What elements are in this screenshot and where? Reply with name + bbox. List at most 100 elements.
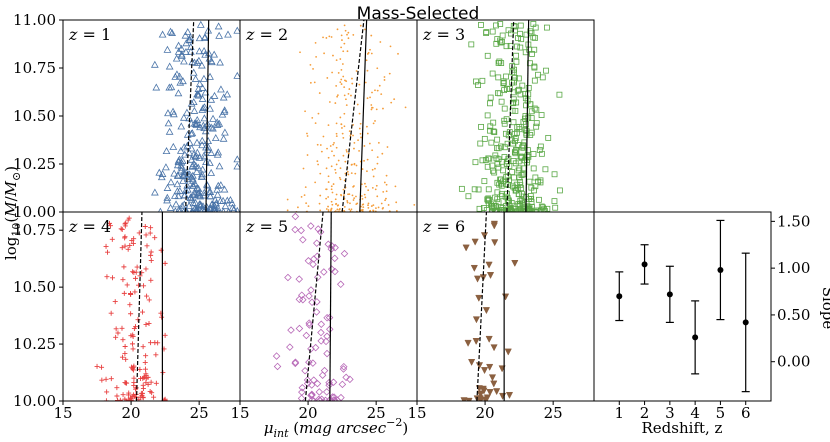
data-point xyxy=(337,393,345,401)
points-z3 xyxy=(458,20,563,212)
points-z1 xyxy=(150,20,240,212)
data-point xyxy=(480,205,487,211)
data-point xyxy=(177,163,186,171)
data-point xyxy=(303,376,312,384)
data-point xyxy=(220,107,229,115)
data-point xyxy=(144,243,150,249)
data-point xyxy=(465,397,473,401)
data-point xyxy=(364,182,366,185)
data-point xyxy=(146,321,152,327)
redshift-tick-label: 6 xyxy=(741,404,751,422)
data-point xyxy=(485,186,492,193)
data-point xyxy=(339,365,348,373)
data-point xyxy=(327,265,336,273)
data-point xyxy=(385,183,388,186)
data-point xyxy=(143,353,149,359)
data-point xyxy=(352,123,355,126)
data-point xyxy=(510,119,517,126)
data-point xyxy=(114,385,120,391)
data-point xyxy=(191,74,200,82)
data-point xyxy=(374,167,376,170)
data-point xyxy=(339,167,342,170)
data-point xyxy=(482,307,491,315)
panel-z6: z = 6 15 20 25 xyxy=(407,211,595,422)
data-point xyxy=(376,156,379,159)
data-point xyxy=(319,144,322,146)
data-point xyxy=(94,363,100,369)
data-point xyxy=(328,35,331,38)
data-point xyxy=(204,49,213,57)
data-point xyxy=(530,165,537,172)
data-point xyxy=(150,60,159,68)
data-point xyxy=(176,78,185,86)
data-point xyxy=(299,295,307,304)
data-point xyxy=(164,119,173,127)
data-point xyxy=(110,275,116,281)
data-point xyxy=(536,196,542,203)
panel-z-label: z = 2 xyxy=(245,25,288,44)
data-point xyxy=(104,274,110,280)
data-point xyxy=(476,390,485,398)
data-point xyxy=(216,58,224,66)
data-point xyxy=(305,358,313,366)
data-point xyxy=(163,45,172,53)
x-tick-label: 20 xyxy=(299,404,318,422)
data-point xyxy=(530,151,537,157)
data-point xyxy=(143,366,149,372)
data-point xyxy=(167,178,175,186)
data-point xyxy=(340,193,342,196)
y-tick-label: 10.00 xyxy=(13,203,56,221)
data-point xyxy=(165,62,174,70)
data-point xyxy=(341,39,343,41)
data-point xyxy=(483,207,490,212)
data-point xyxy=(346,170,349,173)
data-point xyxy=(108,310,114,316)
data-point xyxy=(316,143,319,146)
data-point xyxy=(366,69,369,72)
data-point xyxy=(318,202,321,205)
data-point xyxy=(481,178,488,185)
data-point xyxy=(121,290,127,296)
data-point xyxy=(527,193,534,199)
panel-z2: z = 2 xyxy=(239,19,418,213)
data-point xyxy=(511,259,519,267)
data-point xyxy=(353,141,356,144)
solid-fit-line xyxy=(205,20,210,212)
data-point xyxy=(159,314,165,320)
data-point xyxy=(301,366,309,375)
data-point xyxy=(148,340,154,346)
data-point xyxy=(331,396,339,401)
data-point xyxy=(370,104,373,106)
data-point xyxy=(486,363,494,371)
data-point xyxy=(532,35,538,41)
data-point xyxy=(355,164,358,167)
data-point xyxy=(114,393,120,399)
slope-marker xyxy=(666,291,673,298)
data-point xyxy=(390,101,393,104)
data-point xyxy=(475,82,481,88)
data-point xyxy=(189,68,198,76)
data-point xyxy=(372,122,375,125)
data-point xyxy=(335,193,338,196)
slope-marker xyxy=(641,261,648,268)
data-point xyxy=(367,189,370,192)
data-point xyxy=(317,395,326,401)
data-point xyxy=(146,297,152,303)
data-point xyxy=(517,181,524,188)
data-point xyxy=(331,191,334,194)
data-point xyxy=(171,72,180,80)
data-point xyxy=(317,112,320,115)
data-point xyxy=(342,194,345,197)
data-point xyxy=(162,260,168,266)
data-point xyxy=(471,238,479,246)
slope-point-z5 xyxy=(716,219,725,321)
data-point xyxy=(363,28,366,31)
data-point xyxy=(215,119,224,127)
data-point xyxy=(183,108,191,116)
data-point xyxy=(120,277,126,283)
data-point xyxy=(480,232,489,240)
data-point xyxy=(179,176,187,184)
data-point xyxy=(223,90,232,98)
y-tick-label: 10.00 xyxy=(13,392,56,410)
data-point xyxy=(132,275,138,281)
